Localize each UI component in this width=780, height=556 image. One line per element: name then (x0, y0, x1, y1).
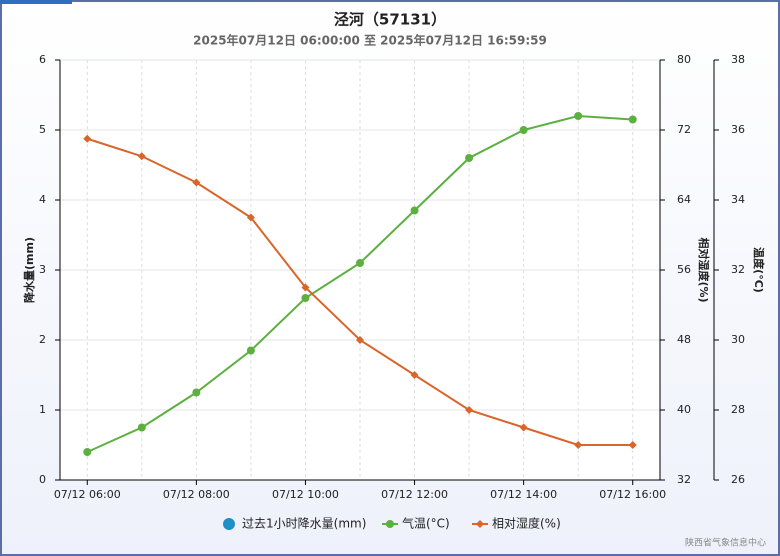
y2-tick-label: 80 (677, 53, 691, 66)
source: 陕西省气象信息中心 (685, 537, 766, 549)
point (192, 178, 201, 187)
y-tick-label: 2 (39, 333, 46, 346)
point (301, 283, 310, 292)
x-tick-label: 07/12 14:00 (490, 488, 557, 501)
point (83, 134, 92, 143)
point (301, 294, 310, 302)
point (246, 213, 255, 222)
chart-title: 泾河（57131） (334, 11, 446, 29)
y2-tick-label: 64 (677, 193, 691, 206)
x-tick-label: 07/12 10:00 (272, 488, 339, 501)
legend-label: 相对湿度(%) (492, 516, 561, 531)
point (574, 112, 583, 120)
legend-label: 过去1小时降水量(mm) (242, 517, 366, 531)
point (137, 152, 146, 161)
y2-tick-label: 72 (677, 123, 691, 136)
point (628, 441, 637, 449)
y2-tick-label: 40 (677, 403, 691, 416)
y-axis-title: 降水量(mm) (22, 237, 36, 303)
point (83, 448, 92, 456)
point (574, 441, 583, 449)
point (410, 206, 419, 215)
y2-axis-title: 相对湿度(%) (697, 237, 711, 302)
y2-tick-label: 32 (677, 473, 691, 486)
x-tick-label: 07/12 06:00 (54, 488, 121, 501)
y-tick-label: 5 (39, 123, 46, 136)
y2-tick-label: 56 (677, 263, 691, 276)
y3-tick-label: 34 (731, 193, 745, 206)
y3-tick-label: 36 (731, 123, 745, 136)
point (519, 423, 528, 432)
legend-symbol (223, 518, 235, 530)
y3-tick-label: 26 (731, 473, 745, 486)
point (410, 371, 419, 379)
x-tick-label: 07/12 16:00 (599, 488, 666, 501)
point (356, 259, 364, 267)
y-tick-label: 0 (39, 473, 46, 486)
y3-tick-label: 30 (731, 333, 745, 346)
chart-subtitle: 2025年07月12日 06:00:00 至 2025年07月12日 16:59… (193, 33, 547, 48)
point (137, 423, 146, 432)
tab (0, 0, 72, 4)
point (465, 154, 474, 162)
x-tick-label: 07/12 12:00 (381, 488, 448, 501)
legend-label: 气温(°C) (402, 516, 450, 531)
y3-tick-label: 32 (731, 263, 745, 276)
point (465, 406, 474, 414)
y2-tick-label: 48 (677, 333, 691, 346)
y-tick-label: 1 (39, 403, 46, 416)
legend-symbol (476, 520, 484, 528)
y-tick-label: 4 (39, 193, 46, 206)
point (519, 126, 528, 134)
y3-tick-label: 28 (731, 403, 745, 416)
y3-tick-label: 38 (731, 53, 745, 66)
y-tick-label: 6 (39, 53, 46, 66)
point (628, 115, 637, 124)
x-tick-label: 07/12 08:00 (163, 488, 230, 501)
point (356, 336, 364, 344)
y-tick-label: 3 (39, 263, 46, 276)
y3-axis-title: 温度(°C) (752, 247, 766, 293)
legend-symbol (386, 520, 394, 528)
point (246, 346, 255, 355)
point (192, 388, 201, 397)
